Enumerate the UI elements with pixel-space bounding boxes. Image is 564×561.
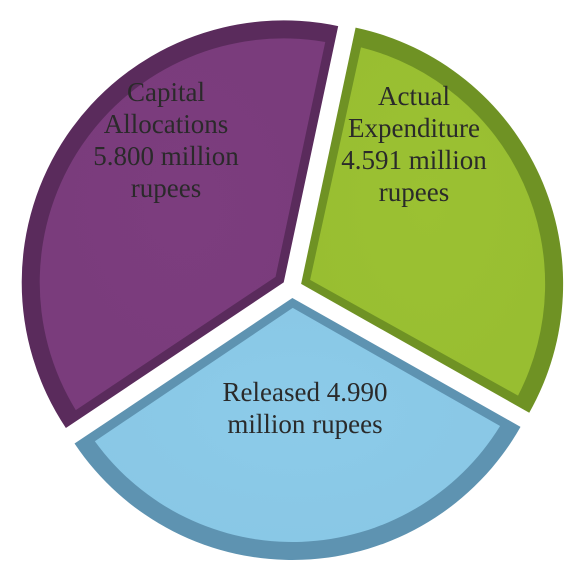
pie-slice-face-2	[39, 38, 326, 411]
pie-slice-label-line: 4.591 million	[341, 145, 487, 175]
pie-slice-label-line: Allocations	[104, 109, 228, 139]
pie-slice-label-line: million rupees	[227, 409, 382, 439]
pie-slice-1: Released 4.990 million rupees	[74, 297, 521, 560]
pie-slice-face-1	[94, 307, 501, 542]
pie-slice-label-line: Released 4.990	[223, 377, 388, 407]
pie-slice-label-line: rupees	[131, 173, 201, 203]
pie-slice-2: Capital Allocations 5.800 million rupees	[21, 20, 339, 428]
pie-slice-face-0	[310, 47, 546, 396]
pie-slice-label-0: Actual Expenditure 4.591 million rupees	[341, 81, 487, 207]
pie-slice-label-line: Expenditure	[348, 113, 480, 143]
pie-slice-label-line: rupees	[379, 177, 449, 207]
pie-slice-label-2: Capital Allocations 5.800 million rupees	[93, 77, 239, 203]
pie-slice-label-line: Actual	[378, 81, 450, 111]
pie-slice-0: Actual Expenditure 4.591 million rupees	[301, 27, 564, 413]
pie-slice-label-line: Capital	[127, 77, 205, 107]
pie-slice-label-line: 5.800 million	[93, 141, 239, 171]
pie-slice-label-1: Released 4.990 million rupees	[223, 377, 388, 439]
